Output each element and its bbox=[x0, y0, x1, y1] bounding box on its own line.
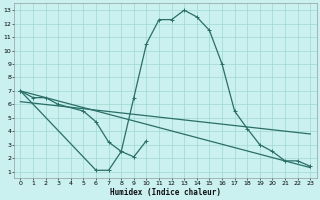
X-axis label: Humidex (Indice chaleur): Humidex (Indice chaleur) bbox=[110, 188, 221, 197]
